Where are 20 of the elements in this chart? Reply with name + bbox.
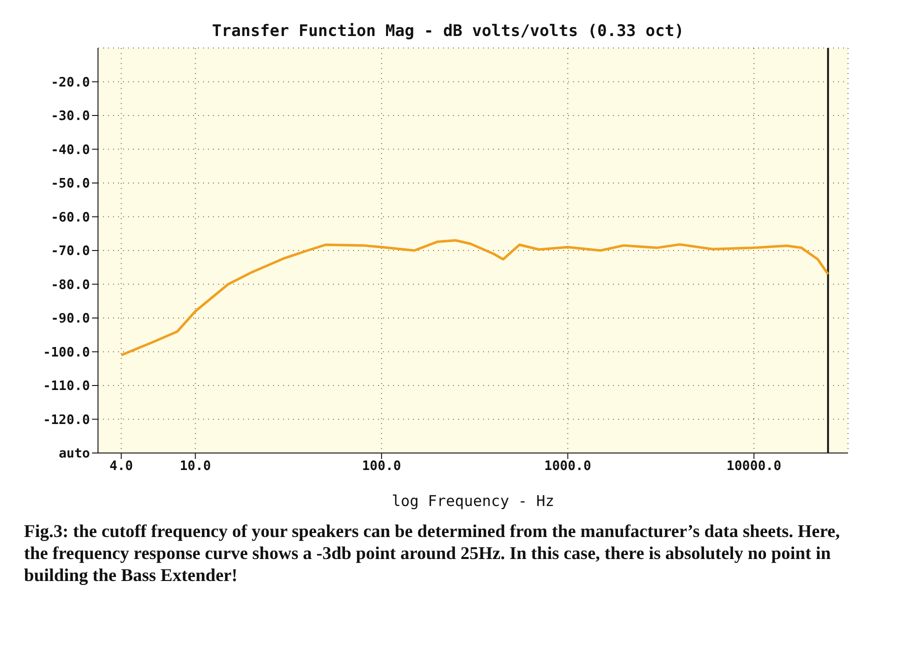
- y-tick-label: -50.0: [50, 176, 90, 192]
- chart-title: Transfer Function Mag - dB volts/volts (0.33 oct): [212, 21, 684, 40]
- x-tick-label: 100.0: [362, 459, 402, 474]
- x-tick-label: 4.0: [110, 459, 134, 474]
- y-tick-label: -100.0: [43, 345, 90, 360]
- caption: Fig.3: the cutoff frequency of your speakers can be determined from the manufacturer’s data sheets. Here, the frequency response curve shows a -3db point around 25Hz. In this case, there is absolutely no point in building the Bass Extender!: [23, 520, 841, 587]
- x-tick-label: 10.0: [180, 459, 212, 474]
- y-tick-label: -80.0: [50, 278, 90, 293]
- y-tick-label: auto: [58, 446, 90, 462]
- y-tick-label: -120.0: [43, 412, 90, 428]
- x-axis-title: log Frequency - Hz: [392, 492, 554, 510]
- y-tick-label: -70.0: [50, 244, 90, 260]
- x-tick-label: 1000.0: [544, 459, 592, 474]
- y-tick-label: -20.0: [50, 75, 90, 90]
- y-tick-label: -40.0: [50, 142, 90, 158]
- x-tick-label: 10000.0: [726, 459, 782, 474]
- y-tick-label: -30.0: [50, 109, 90, 124]
- y-tick-label: -90.0: [50, 312, 90, 327]
- y-tick-label: -60.0: [50, 210, 90, 226]
- y-tick-label: -110.0: [43, 379, 90, 394]
